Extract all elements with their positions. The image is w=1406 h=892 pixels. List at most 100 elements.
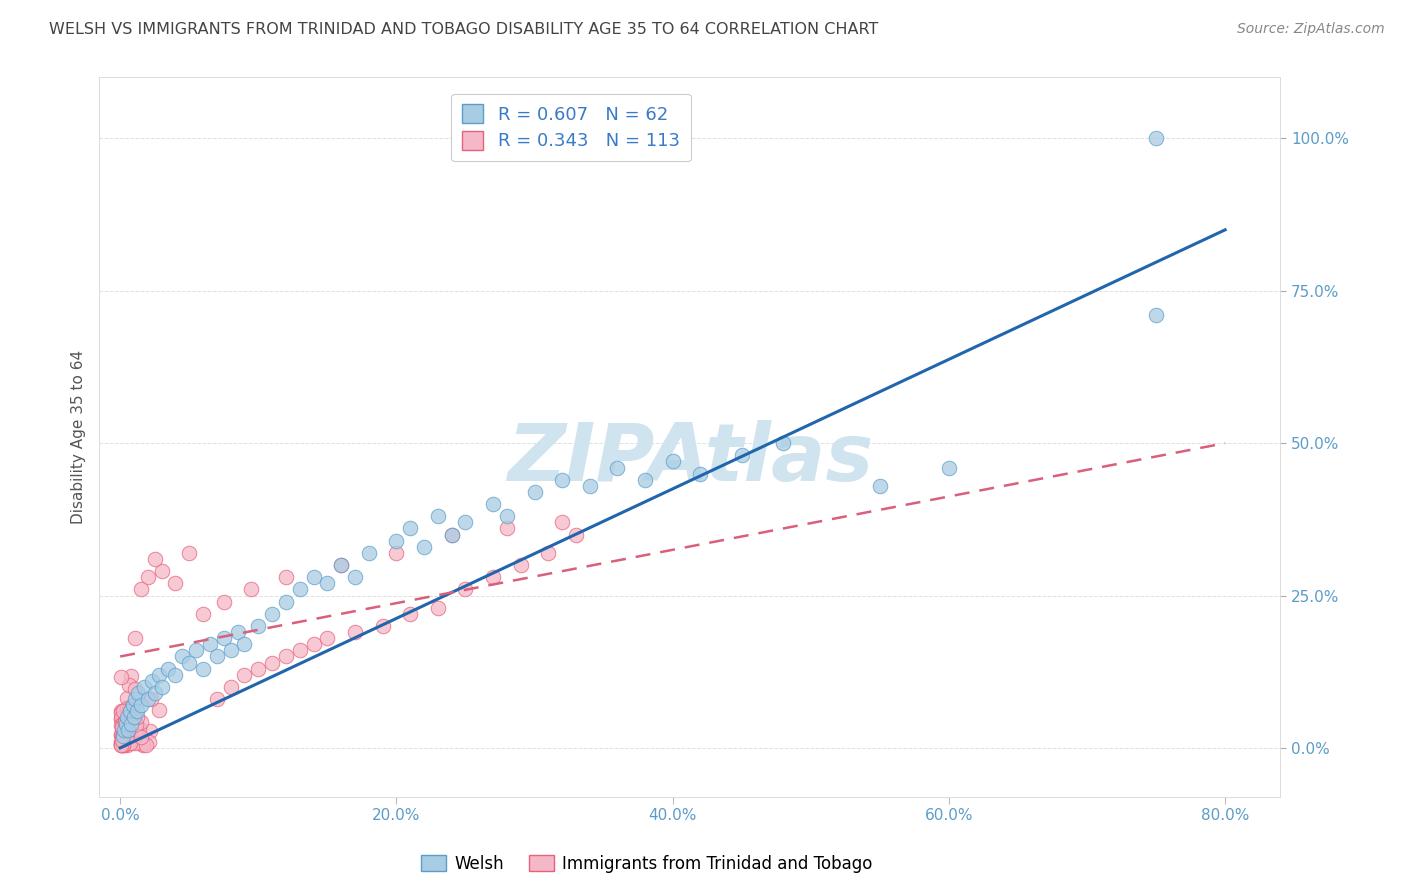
Point — [302, 637, 325, 651]
Point — [143, 686, 166, 700]
Point — [114, 732, 136, 747]
Point — [523, 484, 546, 499]
Point — [111, 721, 134, 735]
Y-axis label: Disability Age 35 to 64: Disability Age 35 to 64 — [72, 350, 86, 524]
Point — [110, 711, 132, 725]
Point — [165, 667, 187, 681]
Point — [330, 558, 353, 572]
Point — [157, 662, 180, 676]
Point — [212, 631, 235, 645]
Point — [110, 718, 132, 732]
Point — [124, 631, 146, 645]
Point — [122, 734, 145, 748]
Point — [132, 680, 155, 694]
Point — [122, 709, 145, 723]
Point — [385, 546, 408, 560]
Point — [129, 714, 152, 729]
Point — [115, 700, 138, 714]
Point — [141, 673, 163, 688]
Text: WELSH VS IMMIGRANTS FROM TRINIDAD AND TOBAGO DISABILITY AGE 35 TO 64 CORRELATION: WELSH VS IMMIGRANTS FROM TRINIDAD AND TO… — [49, 22, 879, 37]
Point — [112, 738, 135, 752]
Point — [110, 670, 132, 684]
Point — [110, 727, 132, 741]
Point — [191, 607, 214, 621]
Point — [111, 729, 134, 743]
Point — [551, 516, 574, 530]
Point — [110, 737, 132, 751]
Point — [129, 698, 152, 713]
Point — [689, 467, 711, 481]
Point — [118, 724, 141, 739]
Point — [115, 707, 138, 722]
Point — [150, 680, 173, 694]
Point — [233, 637, 256, 651]
Point — [117, 709, 139, 723]
Point — [136, 570, 159, 584]
Point — [316, 576, 339, 591]
Point — [111, 725, 134, 739]
Point — [205, 692, 228, 706]
Point — [122, 710, 145, 724]
Point — [454, 582, 477, 597]
Point — [132, 738, 155, 752]
Point — [114, 716, 136, 731]
Point — [620, 131, 643, 145]
Point — [135, 738, 157, 752]
Point — [205, 649, 228, 664]
Legend: R = 0.607   N = 62, R = 0.343   N = 113: R = 0.607 N = 62, R = 0.343 N = 113 — [451, 94, 690, 161]
Point — [131, 737, 153, 751]
Point — [128, 721, 150, 735]
Point — [179, 656, 201, 670]
Point — [118, 730, 141, 744]
Point — [212, 594, 235, 608]
Point — [772, 436, 794, 450]
Point — [136, 692, 159, 706]
Point — [262, 607, 284, 621]
Point — [288, 643, 311, 657]
Point — [111, 730, 134, 744]
Point — [114, 714, 136, 729]
Point — [114, 714, 136, 729]
Point — [129, 730, 152, 744]
Point — [110, 732, 132, 747]
Point — [124, 714, 146, 728]
Point — [112, 721, 135, 735]
Point — [110, 738, 132, 752]
Point — [127, 710, 149, 724]
Point — [110, 712, 132, 726]
Point — [110, 727, 132, 741]
Point — [219, 643, 242, 657]
Point — [115, 691, 138, 706]
Point — [112, 722, 135, 736]
Point — [565, 527, 588, 541]
Point — [302, 570, 325, 584]
Point — [150, 564, 173, 578]
Point — [114, 716, 136, 731]
Point — [247, 662, 270, 676]
Point — [426, 509, 449, 524]
Point — [551, 473, 574, 487]
Point — [127, 686, 149, 700]
Point — [454, 516, 477, 530]
Point — [219, 680, 242, 694]
Point — [343, 625, 366, 640]
Point — [661, 454, 683, 468]
Point — [111, 729, 134, 743]
Point — [112, 723, 135, 737]
Point — [125, 718, 148, 732]
Point — [184, 643, 207, 657]
Point — [274, 594, 297, 608]
Point — [124, 723, 146, 738]
Point — [148, 704, 170, 718]
Point — [316, 631, 339, 645]
Point — [165, 576, 187, 591]
Point — [122, 735, 145, 749]
Point — [131, 736, 153, 750]
Point — [413, 540, 436, 554]
Point — [148, 667, 170, 681]
Point — [385, 533, 408, 548]
Point — [198, 637, 221, 651]
Point — [233, 667, 256, 681]
Point — [117, 723, 139, 737]
Point — [114, 725, 136, 739]
